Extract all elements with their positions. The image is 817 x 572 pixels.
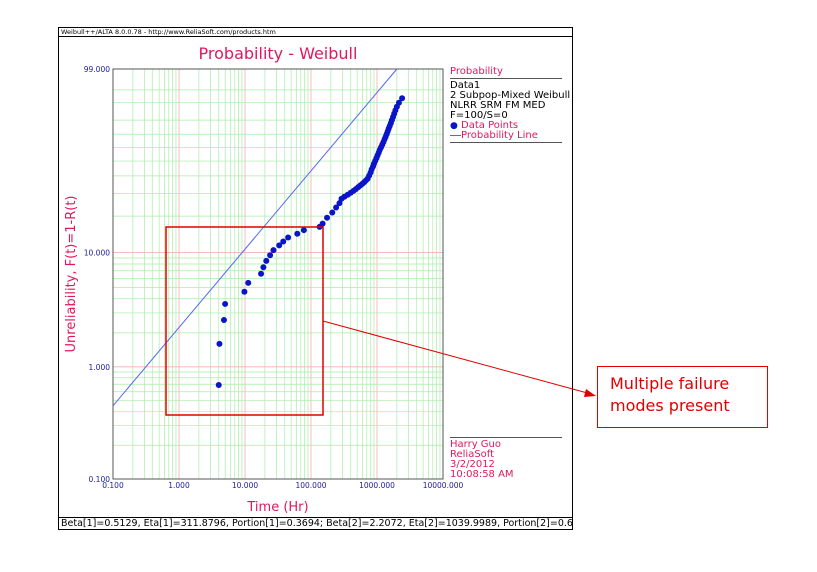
line-marker-icon	[450, 134, 461, 136]
x-tick-label: 10.000	[232, 481, 258, 490]
y-tick-label: 10.000	[84, 249, 110, 258]
x-tick-label: 100.000	[295, 481, 326, 490]
probability-line	[112, 68, 398, 407]
legend-line-method: NLRR SRM FM MED	[450, 100, 546, 111]
callout-arrowhead-icon	[584, 389, 596, 397]
y-tick-label: 99.000	[84, 65, 110, 74]
info-date: 3/2/2012	[450, 459, 495, 470]
info-company: ReliaSoft	[450, 449, 495, 460]
data-point	[220, 317, 227, 324]
data-point	[285, 234, 292, 241]
data-point	[276, 242, 283, 249]
data-point	[222, 300, 229, 307]
legend-title: Probability	[450, 66, 503, 77]
x-tick-label: 1.000	[168, 481, 190, 490]
legend-data-points-label: Data Points	[461, 120, 519, 131]
legend-item-probability-line: Probability Line	[450, 130, 538, 142]
parameters-footer-bar: Beta[1]=0.5129, Eta[1]=311.8796, Portion…	[59, 517, 572, 529]
data-point	[215, 381, 222, 388]
y-tick-label: 1.000	[89, 363, 111, 372]
window-header-bar: Weibull++/ALTA 8.0.0.78 - http://www.Rel…	[59, 28, 572, 37]
probability-line-layer	[112, 68, 398, 407]
callout-connector-line	[322, 320, 592, 395]
callout-annotation-box: Multiple failure modes present	[597, 366, 768, 428]
data-point	[270, 247, 277, 254]
grid-layer	[112, 68, 443, 480]
legend-divider	[450, 78, 562, 79]
data-point	[260, 264, 267, 271]
data-point	[294, 230, 301, 237]
data-point	[300, 227, 307, 234]
data-point	[258, 270, 265, 277]
info-divider	[450, 437, 562, 438]
data-points-layer	[215, 95, 406, 388]
data-point	[319, 220, 326, 227]
callout-text-line2: modes present	[610, 396, 730, 415]
data-point	[267, 252, 274, 259]
data-point	[245, 279, 252, 286]
plot-frame	[112, 68, 444, 480]
x-tick-label: 10000.000	[423, 481, 464, 490]
legend-probability-line-label: Probability Line	[461, 130, 538, 141]
tick-layer: 0.100 1.000 10.000 100.000 1000.000 10000.000…	[84, 65, 464, 490]
legend-line-model: 2 Subpop-Mixed Weibull	[450, 90, 571, 101]
x-tick-label: 1000.000	[359, 481, 395, 490]
legend-divider-bottom	[450, 142, 562, 143]
data-point	[333, 204, 340, 211]
data-point-marker-icon: ●	[450, 121, 458, 131]
data-point	[216, 340, 223, 347]
data-point	[241, 288, 248, 295]
chart-title: Probability - Weibull	[199, 44, 358, 63]
y-tick-label: 0.100	[89, 475, 111, 484]
y-axis-label: Unreliability, F(t)=1-R(t)	[64, 196, 79, 353]
x-axis-label: Time (Hr)	[246, 500, 308, 515]
data-point	[280, 238, 287, 245]
info-time: 10:08:58 AM	[450, 469, 514, 480]
callout-text-line1: Multiple failure	[610, 374, 730, 393]
data-point	[399, 95, 406, 102]
data-point	[395, 99, 402, 106]
legend-line-dataset: Data1	[450, 80, 481, 91]
highlight-region-box	[165, 226, 324, 416]
info-user: Harry Guo	[450, 439, 501, 450]
data-point	[329, 209, 336, 216]
x-tick-label: 0.100	[102, 481, 124, 490]
data-point	[324, 214, 331, 221]
legend-line-counts: F=100/S=0	[450, 110, 508, 121]
data-point	[263, 257, 270, 264]
legend-item-data-points: ● Data Points	[450, 120, 519, 132]
